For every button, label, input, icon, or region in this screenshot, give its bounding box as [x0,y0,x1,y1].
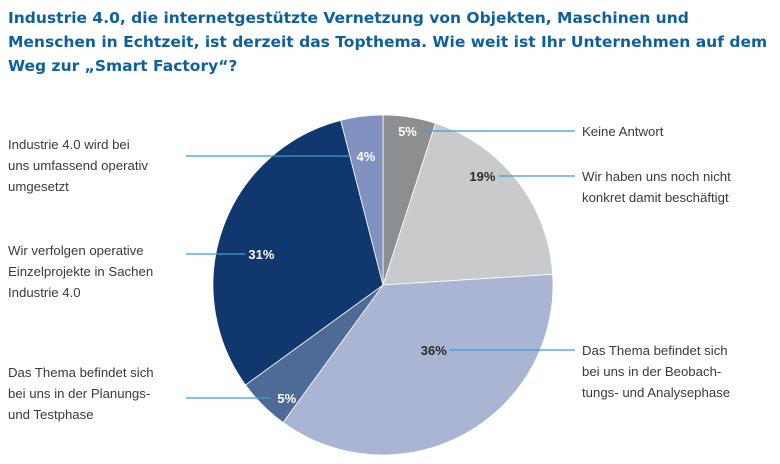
label-planung: Das Thema befindet sich bei uns in der P… [8,365,154,422]
slice-percent-label: 5% [398,124,417,139]
slice-percent-label: 31% [248,247,274,262]
pie-slice [212,119,384,386]
chart-title: Industrie 4.0, die internetgestützte Ver… [8,9,768,75]
label-umfassend: Industrie 4.0 wird bei uns umfassend ope… [8,137,149,194]
pie-slice [340,114,384,286]
pie-slices [212,114,554,456]
slice-percent-label: 5% [277,391,296,406]
label-einzelprojekte: Wir verfolgen operative Einzelprojekte i… [8,243,154,300]
leader-lines [186,130,575,399]
percent-labels: 5% 19% 36% 5% 31% 4% [248,124,495,406]
slice-percent-label: 36% [421,343,447,358]
slice-percent-label: 4% [357,149,376,164]
slice-percent-label: 19% [469,169,495,184]
label-beobachtung: Das Thema befindet sich bei uns in der B… [582,343,731,400]
label-nicht-beschaeftigt: Wir haben uns noch nicht konkret damit b… [582,169,731,205]
pie-slice [282,273,554,456]
label-keine-antwort: Keine Antwort [582,124,664,139]
